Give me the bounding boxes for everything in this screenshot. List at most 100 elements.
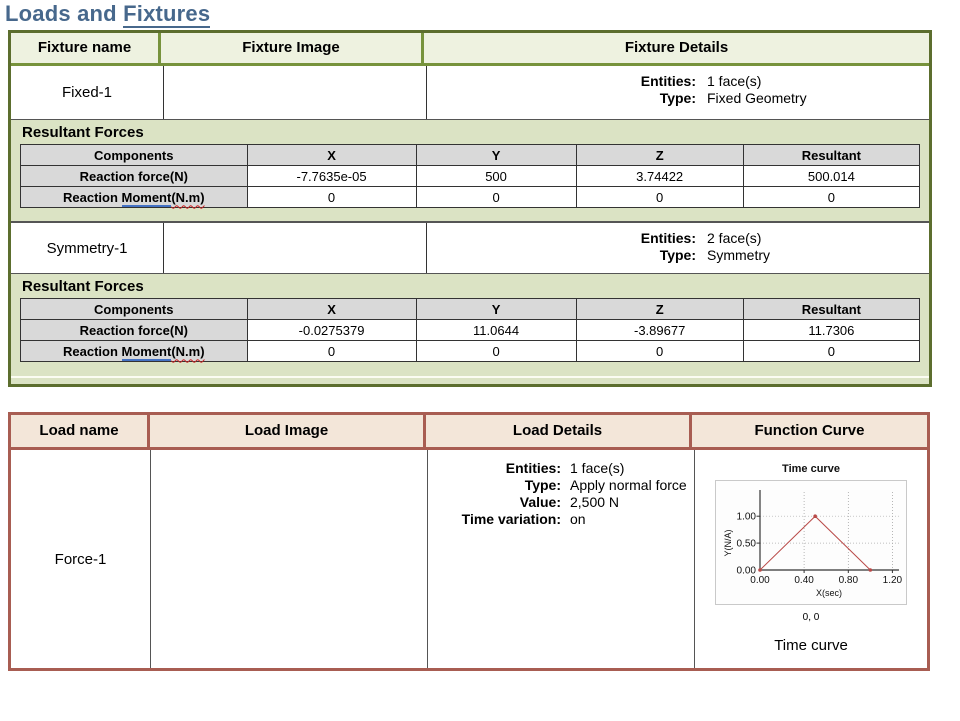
row-label-reaction-moment: Reaction Moment(N.m) [20, 340, 248, 362]
curve-origin-label: 0, 0 [802, 612, 820, 623]
detail-label: Entities: [640, 73, 696, 89]
cell-value: -3.89677 [575, 319, 744, 341]
col-header-resultant: Resultant [742, 144, 921, 166]
x-tick-label: 0.40 [794, 575, 814, 586]
fixtures-header-name: Fixture name [11, 33, 161, 63]
detail-label: Type: [659, 90, 696, 106]
resultant-forces-table-1: Components X Y Z Resultant Reaction forc… [20, 144, 921, 208]
label-text-underlined: Moment [121, 189, 172, 207]
col-header-x: X [246, 298, 417, 320]
cell-value: 0 [246, 186, 417, 208]
x-tick-label: 1.20 [883, 575, 903, 586]
load-image-placeholder [151, 450, 428, 668]
cell-value: 500 [415, 165, 577, 187]
cell-value: 0 [575, 186, 744, 208]
fixtures-header-details: Fixture Details [624, 39, 729, 56]
fixtures-anchor-link[interactable]: Fixtures [123, 1, 211, 28]
col-header-y: Y [415, 144, 577, 166]
cell-value: 11.0644 [415, 319, 577, 341]
load-name: Force-1 [11, 450, 151, 668]
loads-header-image: Load Image [150, 415, 426, 447]
col-header-x: X [246, 144, 417, 166]
cell-value: 0 [246, 340, 417, 362]
chart-title: Time curve [782, 463, 840, 475]
resultant-forces-section-1: Resultant Forces Components X Y Z Result… [11, 120, 929, 221]
y-tick-label: 0.50 [737, 539, 757, 550]
detail-value: Fixed Geometry [707, 90, 807, 106]
loads-header-function-curve: Function Curve [754, 422, 865, 439]
data-point-marker [813, 514, 817, 519]
fixture-details-cell: Entities: 1 face(s) Type: Fixed Geometry [427, 66, 929, 119]
cell-value: -7.7635e-05 [246, 165, 417, 187]
resultant-forces-table-2: Components X Y Z Resultant Reaction forc… [20, 298, 921, 362]
resultant-forces-title: Resultant Forces [22, 124, 144, 141]
fixture-row-symmetry-1: Symmetry-1 Entities: 2 face(s) Type: Sym… [11, 221, 929, 274]
curve-caption: Time curve [774, 637, 848, 654]
cell-value: 11.7306 [742, 319, 921, 341]
fixtures-table: Fixture name Fixture Image Fixture Detai… [8, 30, 932, 387]
fixture-name: Symmetry-1 [11, 223, 164, 273]
detail-label: Type: [524, 477, 561, 493]
cell-value: 0 [415, 340, 577, 362]
row-label-reaction-moment: Reaction Moment(N.m) [20, 186, 248, 208]
y-tick-label: 1.00 [737, 512, 757, 523]
label-text: Reaction [62, 343, 122, 359]
col-header-y: Y [415, 298, 577, 320]
x-tick-label: 0.00 [750, 575, 770, 586]
detail-label: Time variation: [461, 511, 561, 527]
detail-label: Entities: [640, 230, 696, 246]
label-text-spellcheck: (N.m) [171, 343, 205, 359]
x-tick-label: 0.80 [839, 575, 859, 586]
label-text-underlined: Moment [121, 343, 172, 361]
cell-value: 3.74422 [575, 165, 744, 187]
y-tick-label: 0.00 [737, 566, 757, 577]
detail-value: Apply normal force [570, 477, 687, 493]
fixture-details-cell: Entities: 2 face(s) Type: Symmetry [427, 223, 929, 273]
detail-label: Entities: [505, 460, 561, 476]
col-header-z: Z [575, 298, 744, 320]
cell-value: 0 [575, 340, 744, 362]
fixture-row-fixed-1: Fixed-1 Entities: 1 face(s) Type: Fixed … [11, 66, 929, 120]
page-title: Loads and Fixtures [5, 1, 960, 28]
x-axis-label: X(sec) [816, 588, 842, 598]
col-header-components: Components [20, 144, 248, 166]
detail-value: 2,500 N [570, 494, 620, 510]
cell-value: 500.014 [742, 165, 921, 187]
load-row-force-1: Force-1 Entities: 1 face(s) Type: Apply … [11, 450, 927, 668]
col-header-components: Components [20, 298, 248, 320]
function-curve-cell: Time curve [695, 450, 927, 668]
fixtures-header-image: Fixture Image [161, 33, 424, 63]
detail-value: 1 face(s) [707, 73, 762, 89]
detail-value: Symmetry [707, 247, 770, 263]
cell-value: 0 [415, 186, 577, 208]
col-header-z: Z [575, 144, 744, 166]
table-row: Reaction force(N) -0.0275379 11.0644 -3.… [20, 319, 921, 341]
table-header-row: Components X Y Z Resultant [20, 144, 921, 166]
row-label-reaction-force: Reaction force(N) [20, 165, 248, 187]
table-row: Reaction Moment(N.m) 0 0 0 0 [20, 340, 921, 362]
detail-value: on [570, 511, 586, 527]
loads-table: Load name Load Image Load Details Functi… [8, 412, 930, 671]
label-text-spellcheck: (N.m) [171, 189, 205, 205]
time-curve-markers [758, 514, 873, 572]
y-axis-label: Y(N/A) [723, 529, 733, 556]
resultant-forces-section-2: Resultant Forces Components X Y Z Result… [11, 274, 929, 375]
time-curve-chart: Y(N/A) 0.00 0.50 1.00 0.00 0.40 0.80 1.2… [715, 480, 907, 605]
fixtures-table-header-row: Fixture name Fixture Image Fixture Detai… [11, 33, 929, 66]
table-row: Reaction Moment(N.m) 0 0 0 0 [20, 186, 921, 208]
cell-value: 0 [742, 340, 921, 362]
container-bottom-strip [11, 376, 929, 384]
loads-header-name: Load name [11, 415, 150, 447]
row-label-reaction-force: Reaction force(N) [20, 319, 248, 341]
time-curve-svg: Y(N/A) 0.00 0.50 1.00 0.00 0.40 0.80 1.2… [723, 490, 903, 598]
load-details-cell: Entities: 1 face(s) Type: Apply normal f… [428, 450, 695, 668]
detail-label: Type: [659, 247, 696, 263]
label-text: Reaction [62, 189, 122, 205]
data-point-marker [758, 568, 762, 572]
data-point-marker [868, 568, 873, 572]
col-header-resultant: Resultant [742, 298, 921, 320]
table-row: Reaction force(N) -7.7635e-05 500 3.7442… [20, 165, 921, 187]
fixture-image-placeholder [164, 66, 427, 119]
loads-table-header-row: Load name Load Image Load Details Functi… [11, 415, 927, 450]
fixture-name: Fixed-1 [11, 66, 164, 119]
